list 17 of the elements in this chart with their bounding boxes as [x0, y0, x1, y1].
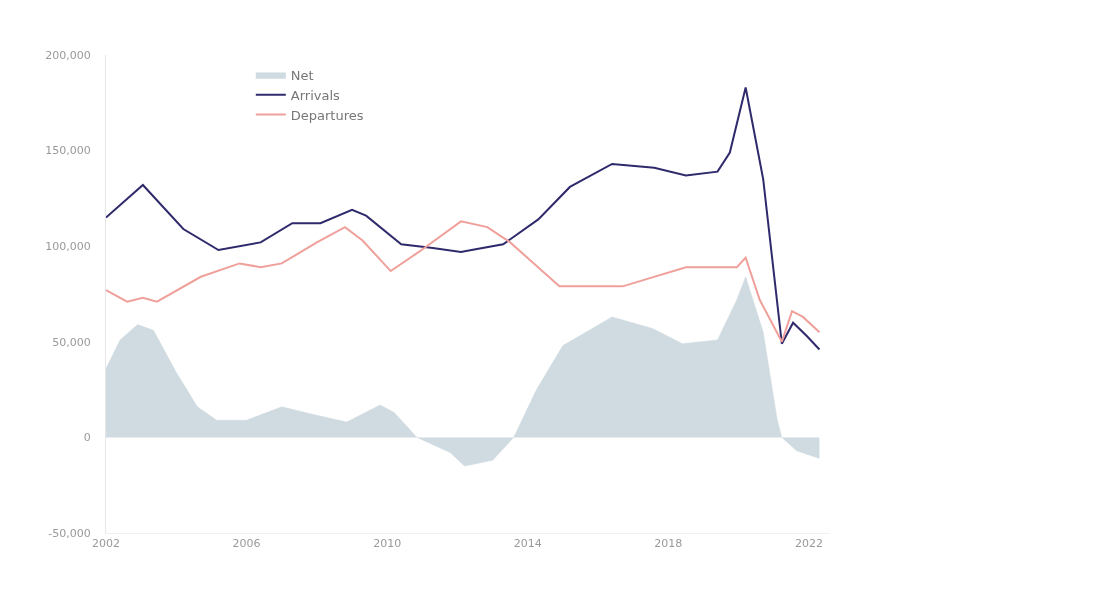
y-tick-label: 50,000 [52, 335, 91, 349]
y-tick-label: 150,000 [45, 144, 91, 158]
line-series [106, 86, 821, 351]
legend-label: Net [290, 67, 314, 83]
x-tick-label: 2006 [232, 537, 261, 551]
y-tick-label: -50,000 [48, 526, 91, 540]
x-tick-label: 2010 [373, 537, 402, 551]
y-tick-label: 0 [83, 431, 91, 445]
y-tick-label: 100,000 [45, 240, 91, 254]
legend-label: Departures [290, 107, 364, 123]
y-tick-label: 200,000 [45, 48, 91, 62]
x-tick-label: 2002 [92, 537, 120, 551]
x-tick-label: 2022 [794, 537, 823, 551]
x-tick-label: 2018 [654, 537, 683, 551]
legend-label: Arrivals [290, 87, 341, 103]
line-series [106, 220, 821, 343]
x-tick-label: 2014 [513, 537, 542, 551]
